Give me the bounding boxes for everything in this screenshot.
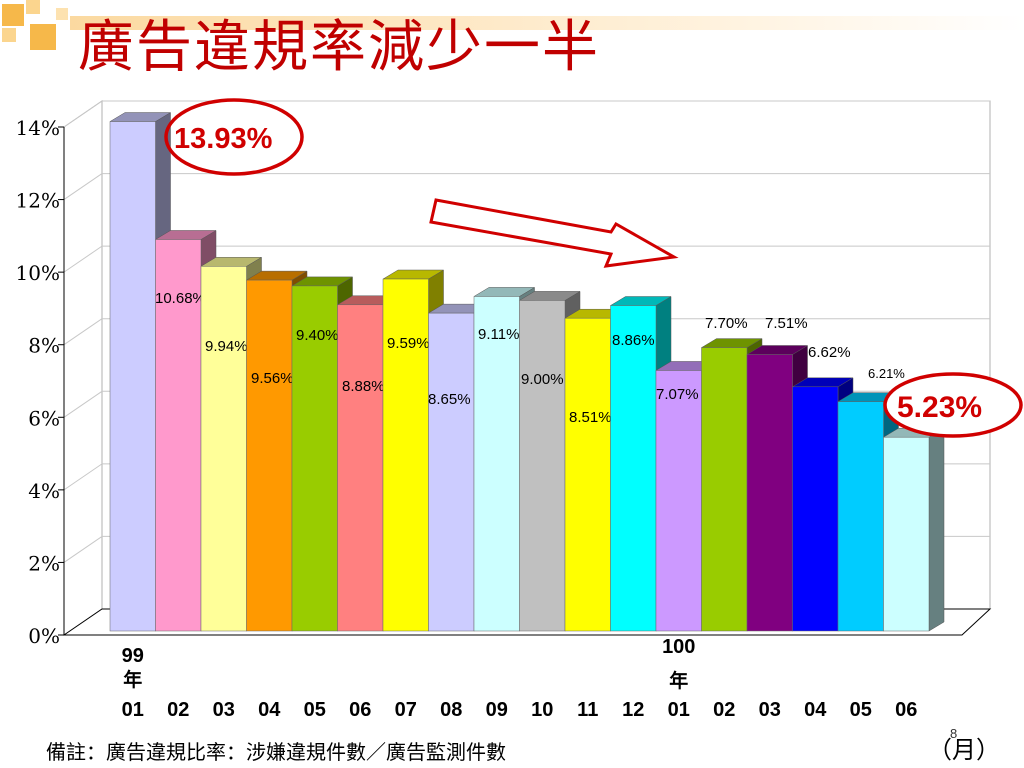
data-label: 9.59% xyxy=(387,335,430,352)
bar xyxy=(382,278,429,632)
year-label-suffix: 年 xyxy=(669,669,688,692)
y-tick-label: 8% xyxy=(28,334,60,358)
gridline-side xyxy=(63,173,103,200)
gridline-side xyxy=(63,536,103,563)
bar xyxy=(109,121,156,632)
bar xyxy=(200,266,247,632)
y-tick-label: 2% xyxy=(28,551,60,575)
x-tick-label: 08 xyxy=(440,699,462,721)
data-label: 7.51% xyxy=(765,315,808,332)
x-tick-label: 09 xyxy=(486,699,508,721)
footnote: 備註：廣告違規比率：涉嫌違規件數／廣告監測件數 xyxy=(46,740,506,764)
data-label: 5.23% xyxy=(897,391,982,424)
bar xyxy=(701,347,748,632)
x-tick-label: 03 xyxy=(759,699,781,721)
year-label: 99 xyxy=(122,645,144,667)
slide-title: 廣告違規率減少一半 xyxy=(78,15,600,80)
x-tick-label: 03 xyxy=(213,699,235,721)
x-tick-label: 02 xyxy=(713,699,735,721)
data-label: 8.86% xyxy=(612,332,655,349)
x-tick-label: 12 xyxy=(622,699,644,721)
x-tick-label: 06 xyxy=(349,699,371,721)
page-number: 8 xyxy=(950,726,958,741)
bar xyxy=(246,279,293,632)
data-label: 10.68% xyxy=(155,290,206,307)
x-tick-label: 11 xyxy=(577,699,598,721)
bar xyxy=(564,317,611,632)
highlight-ellipse xyxy=(164,98,304,176)
title-underline xyxy=(70,16,1024,30)
data-label: 8.65% xyxy=(428,391,471,408)
y-tick-label: 4% xyxy=(28,479,60,503)
year-label: 100 xyxy=(662,636,695,658)
data-label: 7.07% xyxy=(656,386,699,403)
gridline-side xyxy=(63,318,103,346)
highlight-ellipse xyxy=(883,372,1023,438)
bar xyxy=(610,305,657,632)
bar xyxy=(746,354,793,632)
trend-arrow xyxy=(429,198,679,268)
gridline-side xyxy=(63,463,103,491)
bar xyxy=(837,401,884,632)
chart-side-wall xyxy=(63,100,103,636)
x-tick-label: 05 xyxy=(850,699,872,721)
bar xyxy=(155,239,202,632)
data-label: 9.00% xyxy=(521,371,564,388)
data-label: 9.11% xyxy=(478,326,519,343)
x-tick-label: 04 xyxy=(804,699,827,721)
data-label: 6.62% xyxy=(808,344,851,361)
bar xyxy=(883,436,930,632)
y-tick-label: 14% xyxy=(16,116,60,140)
corner-decoration xyxy=(0,0,80,60)
bar xyxy=(291,285,338,632)
data-label: 6.21% xyxy=(868,366,905,381)
data-label: 9.40% xyxy=(296,327,339,344)
y-tick-label: 0% xyxy=(28,624,60,648)
gridline-side xyxy=(63,390,103,418)
gridline-side xyxy=(63,100,103,128)
x-tick-label: 02 xyxy=(167,699,189,721)
bar xyxy=(655,370,702,632)
y-tick-label: 12% xyxy=(16,189,60,213)
x-tick-label: 06 xyxy=(895,699,917,721)
y-tick-label: 6% xyxy=(28,406,60,430)
x-tick-label: 10 xyxy=(531,699,553,721)
bar-side xyxy=(928,427,945,632)
year-label-suffix: 年 xyxy=(123,668,142,691)
data-label: 7.70% xyxy=(705,315,748,332)
y-tick-label: 10% xyxy=(16,261,60,285)
bar xyxy=(519,300,566,632)
bar xyxy=(792,386,839,632)
x-tick-label: 05 xyxy=(304,699,326,721)
x-tick-label: 07 xyxy=(395,699,417,721)
data-label: 13.93% xyxy=(174,123,273,155)
data-label: 8.51% xyxy=(569,409,612,426)
data-label: 9.94% xyxy=(205,338,248,355)
x-tick-label: 04 xyxy=(258,699,281,721)
data-label: 9.56% xyxy=(251,370,294,387)
bar xyxy=(428,312,475,632)
x-axis-unit-label: （月） xyxy=(928,736,1000,764)
x-tick-label: 01 xyxy=(668,699,690,721)
bar xyxy=(473,296,520,632)
bar xyxy=(337,304,384,632)
x-tick-label: 01 xyxy=(122,699,144,721)
gridline-side xyxy=(63,245,103,273)
data-label: 8.88% xyxy=(342,378,385,395)
